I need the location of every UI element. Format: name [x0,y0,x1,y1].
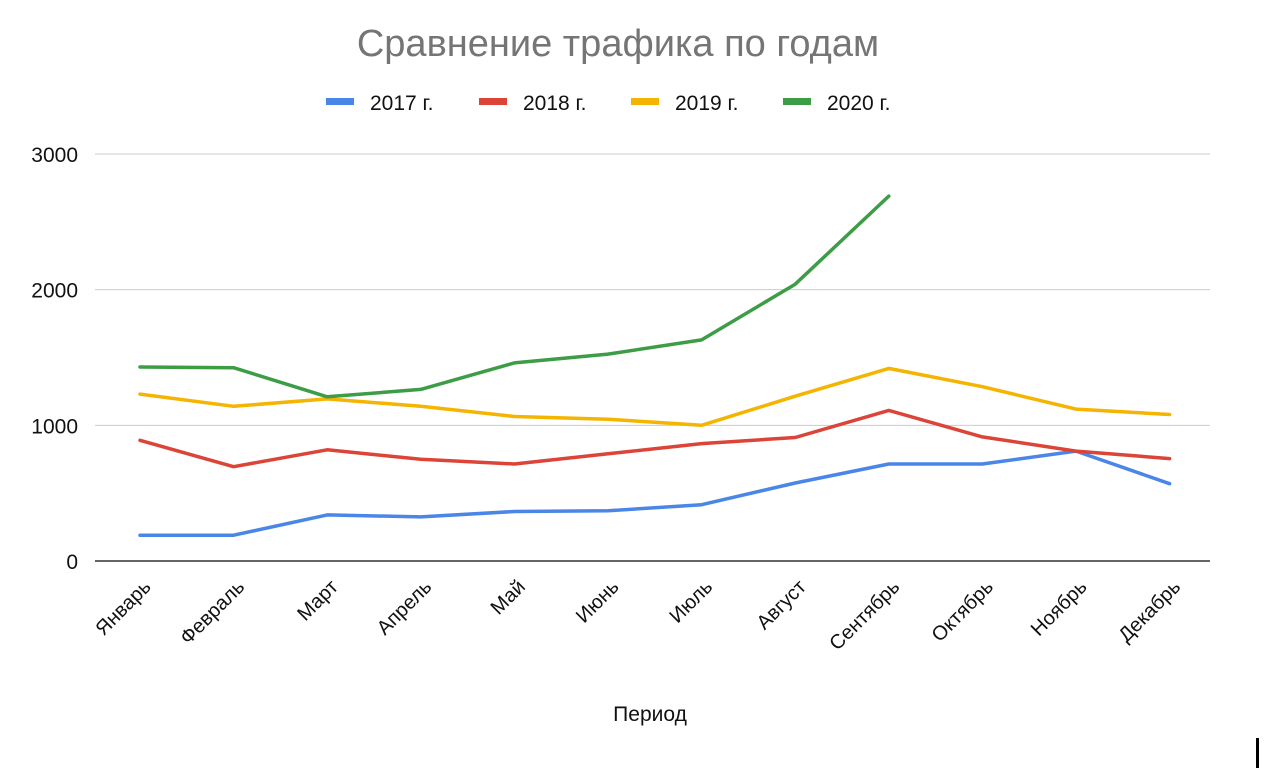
y-axis-ticks: 0 1000 2000 3000 [31,144,78,574]
series-line [138,449,1172,537]
x-tick-label: Июль [665,576,717,628]
x-tick-label: Май [487,576,530,619]
legend-swatch [783,98,811,105]
legend-swatch [479,98,507,105]
legend-swatch [631,98,659,105]
x-tick-label: Декабрь [1114,576,1185,647]
x-tick-label: Январь [91,576,155,640]
text-cursor [1256,738,1259,768]
grid-lines [95,153,1210,562]
x-tick-label: Июнь [572,576,624,628]
x-tick-label: Август [753,576,811,634]
x-tick-label: Февраль [176,576,249,649]
y-tick-label: 2000 [31,280,78,303]
legend-label: 2019 г. [675,92,738,115]
x-axis-title: Период [613,703,687,726]
x-axis-ticks: Январь Февраль Март Апрель Май Июнь Июль Август… [91,576,1185,655]
legend-label: 2017 г. [370,92,433,115]
x-tick-label: Ноябрь [1027,576,1092,641]
series-line [138,366,1172,428]
series-line [138,408,1172,469]
legend-swatch [326,98,354,105]
x-tick-label: Сентябрь [825,576,904,655]
legend-label: 2018 г. [523,92,586,115]
legend-label: 2020 г. [827,92,890,115]
y-tick-label: 1000 [31,415,78,438]
series-line [138,194,891,399]
chart-title: Сравнение трафика по годам [357,23,879,65]
y-tick-label: 3000 [31,144,78,167]
x-tick-label: Октябрь [928,576,998,646]
x-tick-label: Март [293,576,342,625]
series-lines [138,194,1172,537]
chart-legend: 2017 г. 2018 г. 2019 г. 2020 г. [326,92,890,115]
y-tick-label: 0 [66,551,78,574]
x-tick-label: Апрель [373,576,437,640]
